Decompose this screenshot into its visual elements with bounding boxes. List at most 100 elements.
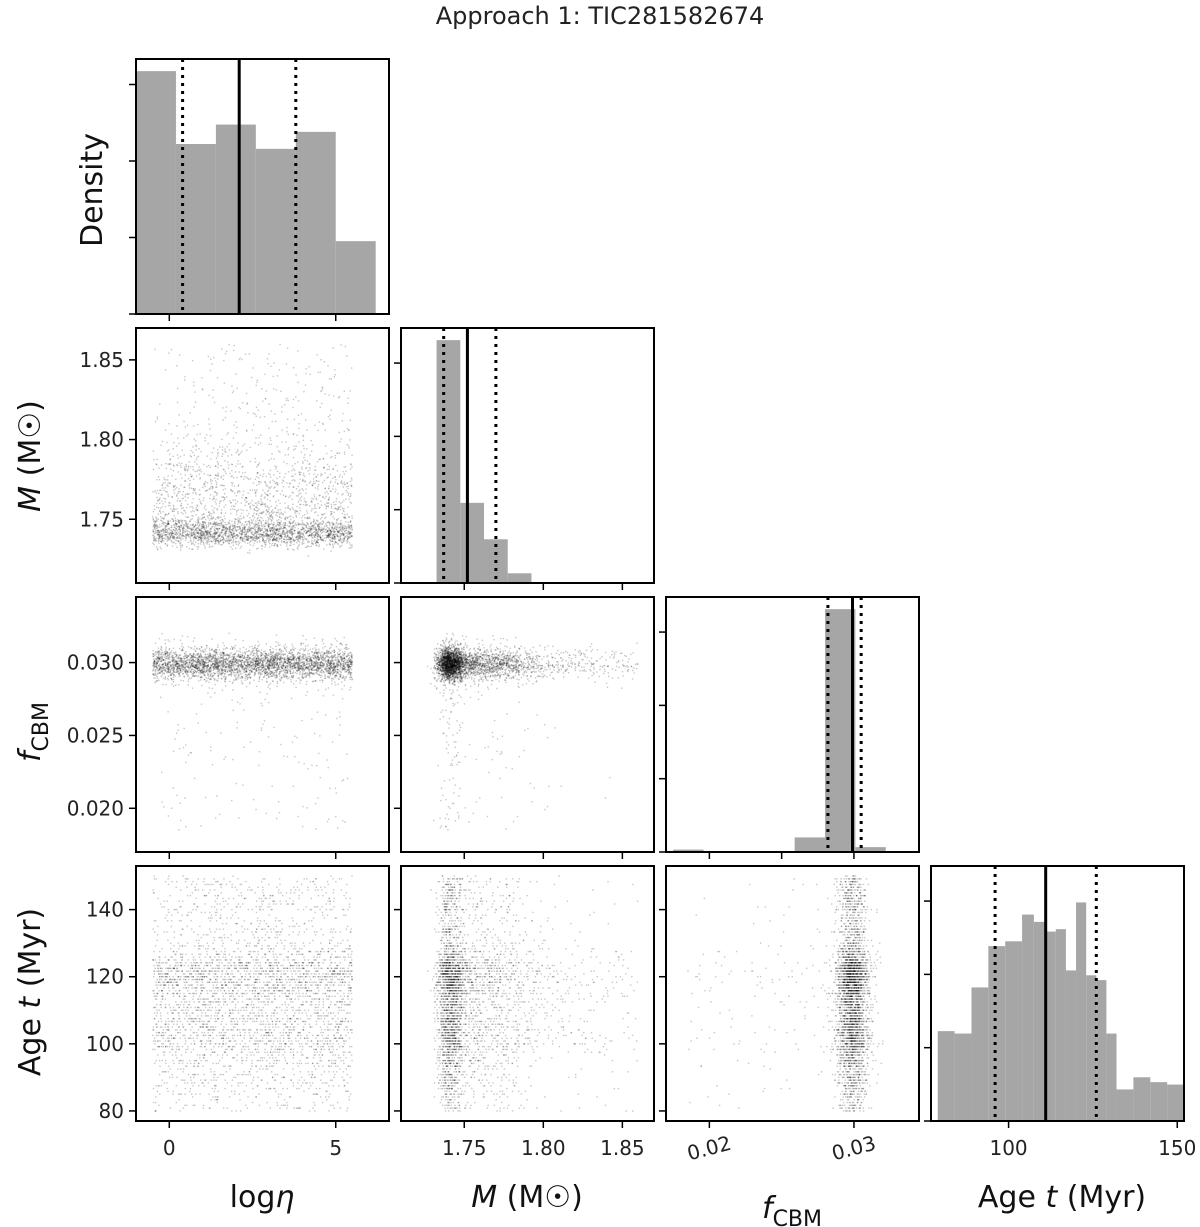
sample-point [348,535,351,538]
sample-point [239,703,241,705]
sample-point [183,486,186,488]
sample-point [327,659,329,661]
sample-point [190,529,193,532]
sample-point [209,512,211,515]
sample-point [176,508,178,510]
sample-point [153,664,155,667]
sample-point [152,529,154,531]
sample-point [158,530,160,532]
sample-point [237,484,240,486]
sample-point [219,664,221,666]
sample-point [155,540,157,542]
sample-point [306,531,308,533]
sample-point [197,521,199,524]
sample-point [351,656,353,658]
sample-point [161,517,163,519]
sample-point [260,512,263,515]
sample-point [272,479,274,482]
sample-point [263,511,265,513]
sample-point [243,517,245,519]
sample-point [326,759,328,761]
sample-point [178,462,180,464]
sample-point [330,503,333,506]
sample-point [175,528,177,531]
sample-point [272,539,274,542]
sample-point [164,677,167,679]
sample-point [293,543,295,546]
sample-point [228,464,230,466]
sample-point [321,529,324,532]
sample-point [154,523,156,526]
sample-point [262,663,264,666]
sample-point [179,464,182,467]
sample-point [223,382,226,384]
sample-point [152,530,154,533]
sample-point [183,454,185,456]
sample-point [176,529,179,532]
sample-point [186,545,188,548]
sample-point [153,535,155,537]
sample-point [345,662,347,664]
sample-point [328,659,330,661]
sample-point [247,667,249,670]
sample-point [284,534,286,536]
sample-point [255,660,257,662]
sample-point [201,541,203,543]
sample-point [190,669,192,671]
sample-point [336,521,338,524]
sample-point [174,651,177,653]
sample-point [191,475,193,477]
sample-point [268,427,270,430]
sample-point [336,661,339,663]
sample-point [156,547,159,550]
sample-point [232,646,235,648]
sample-point [187,496,189,499]
sample-point [338,530,340,533]
sample-point [235,373,237,375]
sample-point [347,673,349,675]
sample-point [220,659,223,662]
sample-point [269,514,272,517]
sample-point [303,531,305,533]
sample-point [305,666,307,669]
sample-point [328,534,330,537]
sample-point [273,537,275,540]
sample-point [182,512,184,515]
sample-point [311,528,313,531]
sample-point [271,539,274,542]
sample-point [263,672,266,674]
sample-point [161,651,164,654]
sample-point [288,520,291,523]
sample-point [256,652,259,654]
sample-point [287,660,290,663]
sample-point [346,532,348,534]
sample-point [309,373,311,376]
sample-point [272,533,275,536]
sample-point [349,660,351,662]
sample-point [300,495,303,498]
sample-point [332,670,334,672]
sample-point [256,537,258,539]
sample-point [277,509,279,511]
sample-point [319,494,321,497]
sample-point [251,504,254,506]
sample-point [152,468,155,471]
sample-point [318,525,320,527]
sample-point [303,663,305,665]
sample-point [299,537,301,540]
sample-point [287,534,289,536]
sample-point [347,397,349,399]
sample-point [199,493,201,496]
sample-point [175,524,177,526]
sample-point [211,479,214,482]
sample-point [246,674,249,676]
sample-point [287,670,289,672]
sample-point [340,438,343,440]
sample-point [217,542,220,544]
sample-point [192,492,194,494]
sample-point [255,522,257,524]
sample-point [335,663,338,665]
sample-point [264,505,267,508]
sample-point [153,662,155,664]
sample-point [224,460,226,462]
